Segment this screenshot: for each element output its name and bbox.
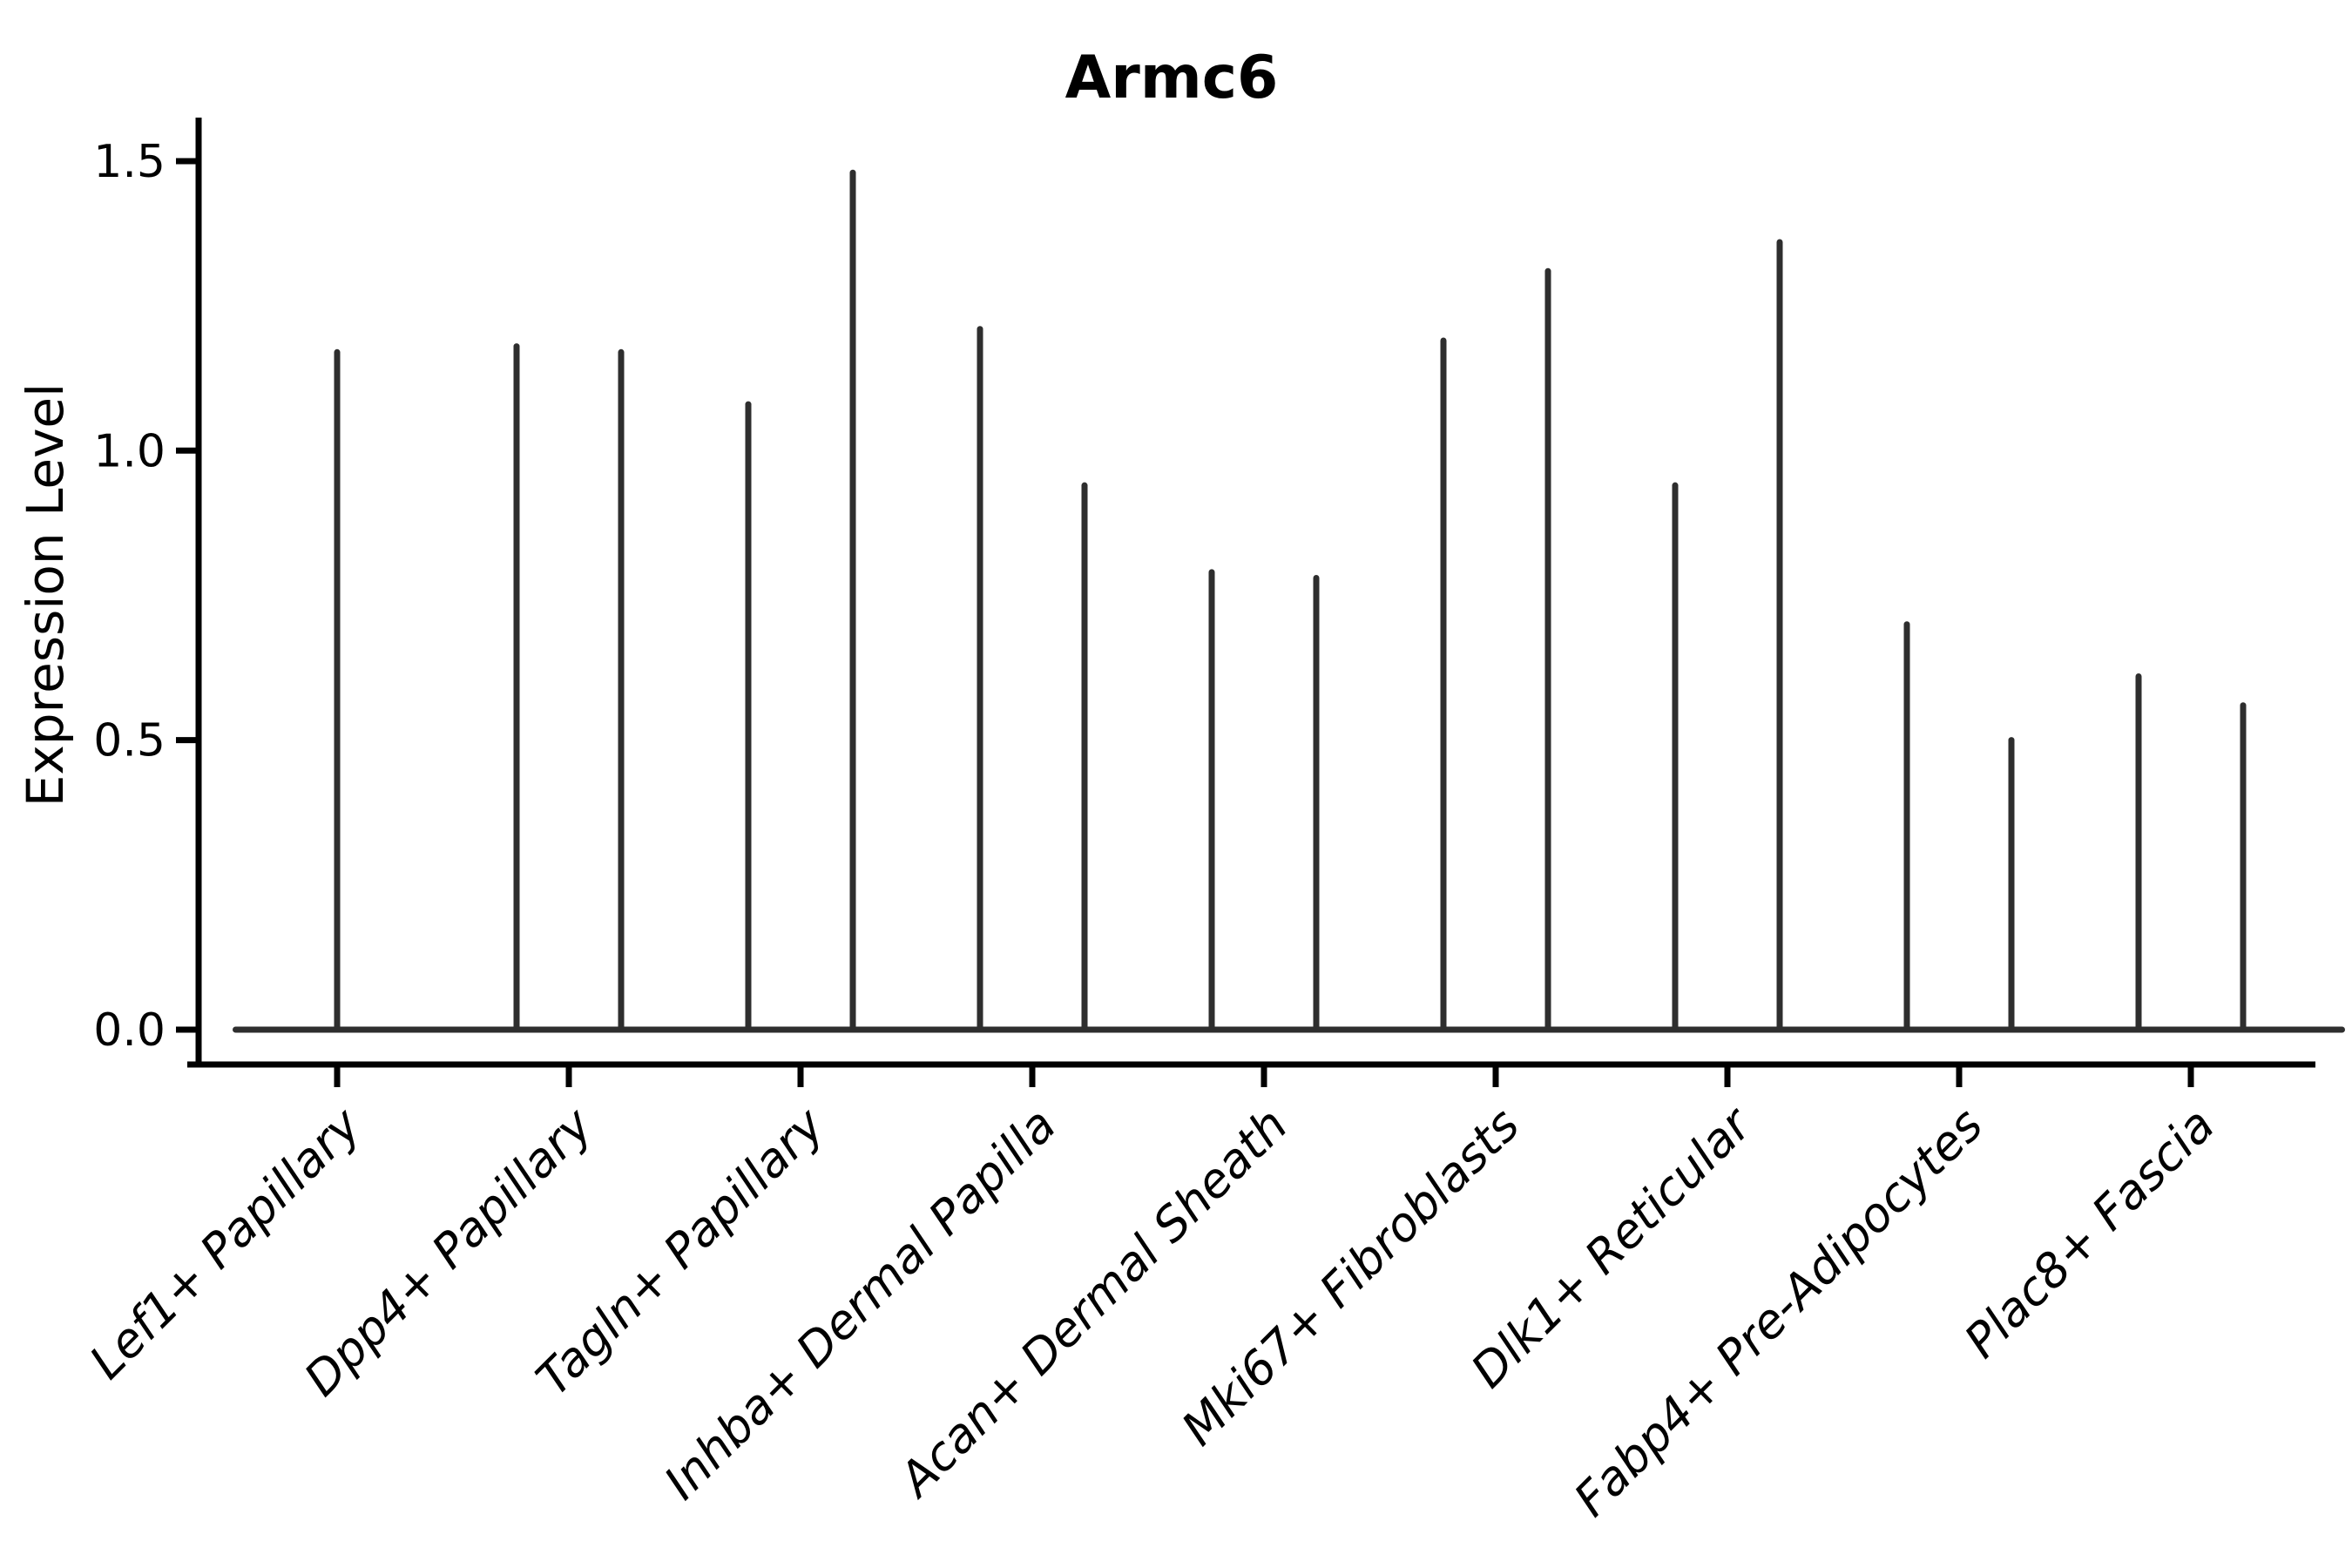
x-tick-label: Acan+ Dermal Sheath [887, 1098, 1298, 1509]
y-tick-label: 1.0 [93, 425, 166, 477]
y-tick-label: 1.5 [93, 136, 166, 188]
y-tick-label: 0.5 [93, 715, 166, 767]
x-tick-label: Fabp4+ Pre-Adipocytes [1564, 1098, 1993, 1527]
y-axis-label: Expression Level [16, 383, 75, 807]
chart-title: Armc6 [1065, 44, 1279, 112]
violins-layer [233, 169, 2345, 1033]
x-tick-label: Plac8+ Fascia [1954, 1098, 2225, 1369]
axes-layer [176, 118, 2315, 1087]
x-tick-label: Inhba+ Dermal Papilla [653, 1098, 1066, 1511]
y-tick-label: 0.0 [93, 1004, 166, 1057]
